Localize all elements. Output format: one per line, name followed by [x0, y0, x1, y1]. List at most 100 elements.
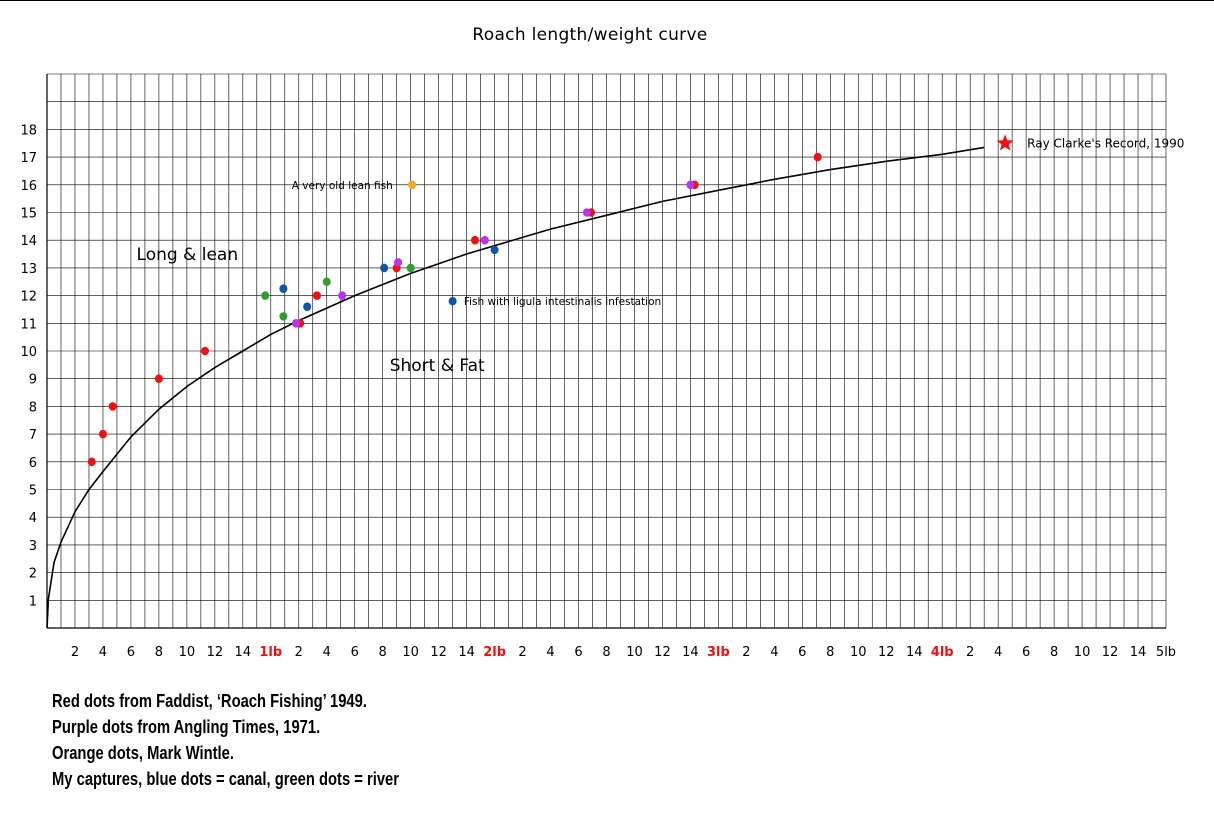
y-tick-label: 18	[20, 123, 37, 138]
data-point	[408, 180, 417, 190]
data-point	[480, 235, 489, 245]
x-tick-label: 14	[906, 645, 923, 660]
x-tick-label: 12	[207, 645, 224, 660]
x-tick-label: 8	[826, 645, 834, 660]
data-point	[686, 180, 695, 190]
series-2e9e2e	[261, 263, 415, 321]
x-tick-label: 5lb	[1156, 645, 1176, 660]
x-tick-label: 6	[574, 645, 582, 660]
record-label: Ray Clarke's Record, 1990	[1027, 136, 1184, 150]
x-tick-label: 8	[1050, 645, 1058, 660]
x-tick-label: 4	[546, 645, 554, 660]
legend-line-red: Red dots from Faddist, ‘Roach Fishing’ 1…	[52, 691, 367, 711]
y-tick-label: 16	[20, 179, 37, 194]
legend-line-captures: My captures, blue dots = canal, green do…	[52, 769, 399, 789]
data-point	[291, 319, 300, 328]
data-point	[813, 152, 822, 162]
y-tick-label: 13	[20, 262, 37, 277]
data-point	[406, 263, 415, 273]
data-point	[338, 291, 347, 300]
y-tick-label: 17	[20, 151, 37, 166]
y-tick-label: 6	[29, 456, 37, 471]
x-tick-label: 2	[295, 645, 303, 660]
chart-title: Roach length/weight curve	[472, 25, 708, 45]
x-tick-label: 2	[742, 645, 750, 660]
x-tick-label: 12	[654, 645, 671, 660]
x-tick-label: 14	[682, 645, 699, 660]
x-tick-label: 2	[966, 645, 974, 660]
y-tick-label: 2	[29, 567, 37, 582]
x-tick-label: 8	[155, 645, 163, 660]
legend-line-orange: Orange dots, Mark Wintle.	[52, 743, 234, 763]
x-tick-label: 4lb	[931, 645, 954, 660]
y-tick-label: 9	[29, 373, 37, 388]
x-tick-label: 8	[379, 645, 387, 660]
y-tick-label: 3	[29, 539, 37, 554]
x-tick-label: 6	[127, 645, 135, 660]
legend-line-purple: Purple dots from Angling Times, 1971.	[52, 717, 321, 737]
series-ee1111	[87, 152, 822, 467]
x-tick-label: 3lb	[707, 645, 730, 660]
data-point	[471, 235, 480, 245]
series-f5a623	[408, 180, 417, 190]
y-tick-label: 15	[20, 207, 37, 222]
x-tick-label: 6	[351, 645, 359, 660]
top-rule	[0, 0, 1214, 1]
data-point	[154, 374, 163, 384]
x-tick-label: 10	[626, 645, 643, 660]
data-point	[279, 312, 288, 321]
x-tick-label: 10	[402, 645, 419, 660]
x-tick-label: 2	[518, 645, 526, 660]
x-tick-label: 14	[1130, 645, 1147, 660]
x-tick-label: 10	[1074, 645, 1091, 660]
grid	[46, 73, 1167, 629]
annotation-label: A very old lean fish	[292, 180, 393, 192]
data-point	[394, 258, 403, 267]
x-tick-label: 14	[235, 645, 252, 660]
data-point	[279, 284, 288, 293]
y-tick-label: 4	[29, 511, 37, 526]
x-tick-label: 4	[99, 645, 107, 660]
data-point	[490, 245, 499, 255]
data-point	[312, 291, 321, 300]
y-tick-label: 11	[20, 317, 37, 332]
x-tick-label: 12	[430, 645, 447, 660]
x-tick-label: 4	[994, 645, 1002, 660]
data-point	[448, 296, 457, 306]
data-point	[201, 346, 210, 356]
y-tick-label: 7	[29, 428, 37, 443]
x-tick-label: 10	[850, 645, 867, 660]
x-tick-label: 2lb	[483, 645, 506, 660]
data-point	[322, 277, 331, 287]
y-tick-label: 10	[20, 345, 37, 360]
data-point	[582, 208, 591, 217]
data-point	[108, 402, 117, 411]
record-star	[996, 134, 1014, 151]
data-point	[87, 457, 96, 467]
y-tick-label: 14	[20, 234, 37, 249]
x-tick-label: 4	[323, 645, 331, 660]
x-tick-label: 8	[602, 645, 610, 660]
legend: Red dots from Faddist, ‘Roach Fishing’ 1…	[52, 688, 399, 792]
x-tick-label: 6	[1022, 645, 1030, 660]
x-tick-label: 12	[878, 645, 895, 660]
x-tick-label: 4	[770, 645, 778, 660]
data-point	[261, 291, 270, 300]
x-tick-label: 10	[179, 645, 196, 660]
series-bb33ee	[291, 180, 695, 328]
annotation-label: Long & lean	[137, 245, 239, 265]
data-point	[380, 263, 389, 273]
x-tick-label: 12	[1102, 645, 1119, 660]
x-tick-label: 6	[798, 645, 806, 660]
x-tick-label: 2	[71, 645, 79, 660]
y-tick-label: 1	[29, 594, 37, 609]
annotation-label: Short & Fat	[390, 356, 485, 376]
y-tick-label: 12	[20, 290, 37, 305]
y-tick-label: 5	[29, 484, 37, 499]
data-point	[98, 429, 107, 439]
series-1155aa	[279, 245, 499, 311]
x-tick-label: 1lb	[259, 645, 282, 660]
data-point	[303, 302, 312, 311]
x-tick-label: 14	[458, 645, 475, 660]
